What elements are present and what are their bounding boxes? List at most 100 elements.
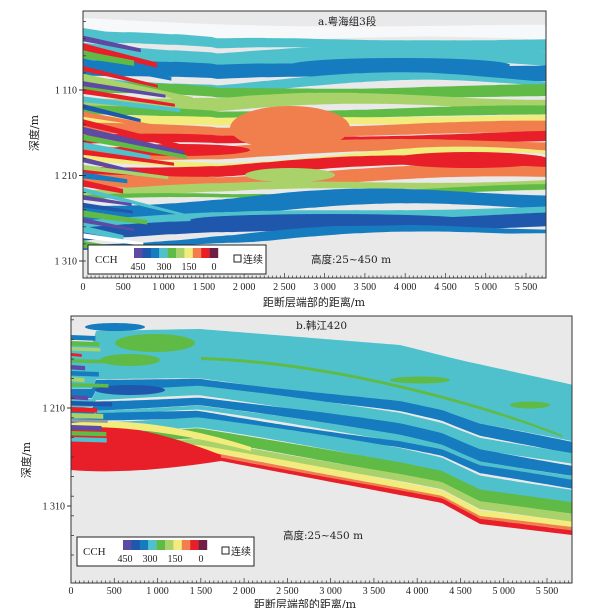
x-tick-label-a: 2 000	[233, 282, 256, 293]
green-lens-b	[510, 401, 550, 409]
chaotic-streak-a	[83, 111, 156, 128]
chaotic-streak-a	[83, 66, 158, 88]
chaotic-streak-a	[83, 233, 144, 246]
legend-swatch-a	[134, 248, 143, 258]
y-tick-label-a: 1 210	[55, 171, 78, 182]
y-tick-label-b: 1 210	[43, 404, 66, 415]
x-tick-label-b: 2 500	[276, 586, 299, 597]
height-annotation-a: 高度:25~450 m	[311, 253, 391, 266]
x-tick-label-a: 3 000	[313, 282, 336, 293]
lens-a	[245, 168, 335, 182]
legend-label-b: CCH	[83, 546, 106, 558]
x-tick-label-a: 2 500	[273, 282, 296, 293]
chaotic-streak-b	[71, 365, 86, 371]
legend-swatch-b	[190, 540, 199, 550]
plot-area-a	[83, 11, 546, 278]
legend-swatch-b	[173, 540, 182, 550]
x-tick-label-a: 3 500	[354, 282, 377, 293]
legend-swatch-b	[148, 540, 157, 550]
lens-a	[290, 58, 510, 72]
layer-band-a	[83, 184, 546, 200]
legend-tick-label-b: 300	[143, 554, 158, 565]
x-tick-label-b: 3 500	[363, 586, 386, 597]
chaotic-streak-a	[83, 126, 185, 157]
checkbox-icon[interactable]	[233, 254, 242, 263]
x-tick-label-b: 4 500	[449, 586, 472, 597]
lens-a	[390, 152, 546, 168]
y-axis-title-a: 深度/m	[27, 114, 41, 151]
lens-a	[230, 106, 350, 150]
chaotic-streak-a	[83, 28, 127, 39]
chaotic-streak-b	[71, 413, 104, 419]
chaotic-streak-b	[71, 371, 99, 377]
legend-swatch-b	[156, 540, 166, 550]
chaotic-streak-a	[83, 58, 172, 81]
legend-swatch-b	[139, 540, 149, 550]
layer-band-b	[71, 450, 572, 531]
yellow-edge-b	[71, 421, 251, 451]
panel-a: 1 110 1 210 1 310 0 500 1 000 1 500 2 000 2 500 3…	[27, 10, 547, 309]
plot-area-b	[71, 316, 572, 583]
legend-swatch-a	[142, 248, 151, 258]
chaotic-streak-a	[83, 104, 141, 123]
legend-continuous-label-a: 连续	[243, 253, 263, 266]
chaotic-streak-b	[71, 335, 96, 341]
x-tick-label-b: 500	[107, 586, 122, 597]
x-tick-label-a: 1 500	[193, 282, 216, 293]
y-tick-label-a: 1 310	[55, 257, 78, 268]
chaotic-streak-a	[83, 172, 128, 184]
layer-band-b	[71, 410, 572, 489]
legend-swatch-a	[209, 248, 219, 258]
y-axis-title-b: 深度/m	[19, 441, 33, 478]
chaotic-streak-a	[83, 88, 175, 107]
layer-band-b	[71, 329, 572, 442]
lens-a	[190, 214, 470, 226]
legend-label-a: CCH	[95, 254, 118, 266]
chaotic-streak-a	[83, 149, 175, 166]
panel-title-b: b.韩江420	[296, 319, 347, 332]
x-tick-label-b: 4 000	[406, 586, 429, 597]
legend-swatch-a	[150, 248, 160, 258]
chaotic-streak-b	[71, 431, 107, 437]
chaotic-streak-a	[83, 50, 135, 66]
chaotic-streak-a	[83, 81, 166, 98]
green-lens-b	[115, 334, 195, 352]
height-annotation-b: 高度:25~450 m	[283, 529, 363, 542]
legend-swatch-a	[192, 248, 202, 258]
chart-a: 1 110 1 210 1 310 0 500 1 000 1 500 2 000 2 500 3…	[27, 10, 547, 309]
legend-a: CCH 450 300 150 0 连续	[87, 244, 267, 275]
layer-band-a	[83, 81, 546, 98]
layer-band-a	[83, 146, 546, 169]
chaotic-streak-a	[83, 218, 135, 232]
chaotic-streak-b	[71, 347, 101, 352]
layer-band-b	[71, 397, 572, 476]
legend-tick-label-b: 0	[199, 554, 204, 565]
chaotic-streak-a	[83, 164, 169, 180]
chaotic-streak-b	[71, 407, 98, 413]
x-tick-label-b: 5 000	[492, 586, 515, 597]
x-tick-label-a: 0	[81, 282, 86, 293]
green-lens-b	[390, 376, 450, 384]
x-tick-label-b: 5 500	[536, 586, 559, 597]
x-tick-label-a: 5 500	[515, 282, 538, 293]
chaotic-streak-a	[83, 195, 132, 206]
chaotic-streak-b	[71, 353, 82, 357]
panel-title-a: a.粤海组3段	[318, 15, 377, 28]
legend-continuous-label-b: 连续	[231, 545, 251, 558]
legend-b: CCH 450 300 150 0 连续	[76, 536, 255, 567]
x-tick-label-a: 5 000	[474, 282, 497, 293]
legend-tick-label-b: 450	[118, 554, 133, 565]
legend-tick-label-a: 150	[182, 262, 197, 273]
chaotic-streak-a	[83, 210, 148, 225]
x-tick-label-a: 4 000	[394, 282, 417, 293]
layer-band-a	[83, 92, 546, 112]
blue-lens-b	[85, 323, 145, 331]
x-tick-label-a: 4 500	[434, 282, 457, 293]
legend-tick-label-b: 150	[168, 554, 183, 565]
chaotic-streak-a	[83, 119, 184, 150]
panel-b: 1 210 1 310 0 500 1 000 1 500 2 000 2 500 3 000 3…	[0, 305, 601, 608]
chaotic-streak-b	[71, 401, 113, 407]
legend-swatch-b	[198, 540, 208, 550]
checkbox-icon[interactable]	[221, 546, 230, 555]
y-tick-label-b: 1 310	[43, 502, 66, 513]
